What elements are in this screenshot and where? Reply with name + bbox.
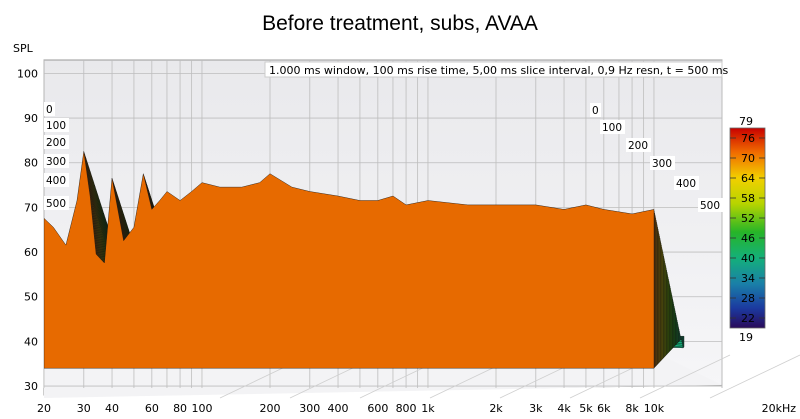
time-tick-label-bg bbox=[590, 103, 601, 117]
time-tick-label-left: 300 bbox=[46, 156, 66, 168]
time-tick-label-bg bbox=[44, 118, 69, 132]
time-tick-label-right: 200 bbox=[628, 140, 648, 152]
x-tick-label: 2k bbox=[489, 402, 503, 415]
colorbar-tick-label: 22 bbox=[741, 312, 755, 325]
colorbar-tick-label: 76 bbox=[741, 132, 755, 145]
x-tick-label: 8k bbox=[625, 402, 639, 415]
time-tick-label-right: 0 bbox=[592, 105, 599, 117]
info-text: 1.000 ms window, 100 ms rise time, 5,00 … bbox=[269, 64, 729, 77]
time-tick-label-bg bbox=[674, 176, 699, 190]
time-tick-label-bg bbox=[626, 138, 651, 152]
time-tick-label-bg bbox=[44, 135, 69, 149]
colorbar-tick-label: 34 bbox=[741, 272, 755, 285]
x-tick-label: 3k bbox=[529, 402, 543, 415]
x-tick-label: 100 bbox=[191, 402, 212, 415]
x-tick-label: 80 bbox=[173, 402, 187, 415]
colorbar-min-label: 19 bbox=[739, 331, 753, 344]
time-tick-label-left: 0 bbox=[46, 104, 53, 116]
time-tick-label-bg bbox=[600, 120, 625, 134]
x-tick-label: 40 bbox=[105, 402, 119, 415]
time-tick-label-bg bbox=[698, 198, 723, 212]
waterfall-slices bbox=[44, 151, 685, 369]
y-tick-label: 80 bbox=[24, 157, 38, 170]
waterfall-slice bbox=[44, 151, 655, 369]
time-tick-label-left: 100 bbox=[46, 120, 66, 132]
x-tick-label: 1k bbox=[421, 402, 435, 415]
x-tick-label: 20 bbox=[37, 402, 51, 415]
x-tick-label: 10k bbox=[644, 402, 665, 415]
y-tick-label: 30 bbox=[24, 380, 38, 393]
time-tick-label-bg bbox=[44, 102, 55, 116]
time-tick-label-left: 400 bbox=[46, 175, 66, 187]
time-tick-label-right: 400 bbox=[676, 178, 696, 190]
y-tick-label: 40 bbox=[24, 335, 38, 348]
x-tick-label: 60 bbox=[145, 402, 159, 415]
time-tick-label-bg bbox=[44, 173, 69, 187]
y-tick-label: 100 bbox=[17, 67, 38, 80]
colorbar-tick-label: 52 bbox=[741, 212, 755, 225]
time-tick-label-right: 500 bbox=[700, 200, 720, 212]
info-box: 1.000 ms window, 100 ms rise time, 5,00 … bbox=[264, 61, 729, 78]
time-tick-label-left: 200 bbox=[46, 137, 66, 149]
x-tick-label: 30 bbox=[77, 402, 91, 415]
colorbar-max-label: 79 bbox=[739, 115, 753, 128]
y-tick-label: 70 bbox=[24, 201, 38, 214]
colorbar-tick-label: 28 bbox=[741, 292, 755, 305]
x-tick-label: 300 bbox=[299, 402, 320, 415]
y-tick-label: 60 bbox=[24, 246, 38, 259]
y-axis-label: SPL bbox=[13, 42, 34, 55]
chart-title: Before treatment, subs, AVAA bbox=[262, 12, 538, 35]
colorbar-tick-label: 40 bbox=[741, 252, 755, 265]
time-tick-label-left: 500 bbox=[46, 198, 66, 210]
x-tick-label: 200 bbox=[260, 402, 281, 415]
x-tick-label: 600 bbox=[367, 402, 388, 415]
colorbar-tick-label: 64 bbox=[741, 172, 755, 185]
colorbar-tick-label: 58 bbox=[741, 192, 755, 205]
colorbar-tick-label: 70 bbox=[741, 152, 755, 165]
colorbar-ticks: 76 70 64 58 52 46 40 34 28 22 bbox=[730, 132, 765, 325]
time-tick-label-right: 100 bbox=[602, 122, 622, 134]
y-tick-label: 50 bbox=[24, 291, 38, 304]
time-tick-label-bg bbox=[44, 154, 69, 168]
y-tick-label: 90 bbox=[24, 112, 38, 125]
time-tick-label-bg bbox=[650, 156, 675, 170]
x-axis-ticks: 20 30 40 60 80 100 200 300 400 600 800 1k 2k 3k 4k 5k 6k… bbox=[37, 402, 796, 415]
colorbar-tick-label: 46 bbox=[741, 232, 755, 245]
x-tick-label: 5k bbox=[579, 402, 593, 415]
x-tick-label: 20kHz bbox=[762, 402, 797, 415]
x-tick-label: 400 bbox=[328, 402, 349, 415]
floor-grid-line bbox=[639, 354, 731, 399]
x-tick-label: 6k bbox=[597, 402, 611, 415]
x-tick-label: 4k bbox=[557, 402, 571, 415]
time-tick-label-bg bbox=[44, 196, 69, 210]
colorbar-gradient bbox=[729, 127, 766, 329]
colorbar: 79 76 70 64 58 52 46 40 34 28 22 19 bbox=[729, 115, 766, 344]
floor-grid-line bbox=[709, 354, 800, 399]
x-tick-label: 800 bbox=[396, 402, 417, 415]
time-tick-label-right: 300 bbox=[652, 158, 672, 170]
time-axis-left: 0 100 200 300 400 500 bbox=[44, 102, 69, 210]
y-axis-ticks: 100 90 80 70 60 50 40 30 bbox=[17, 67, 38, 393]
